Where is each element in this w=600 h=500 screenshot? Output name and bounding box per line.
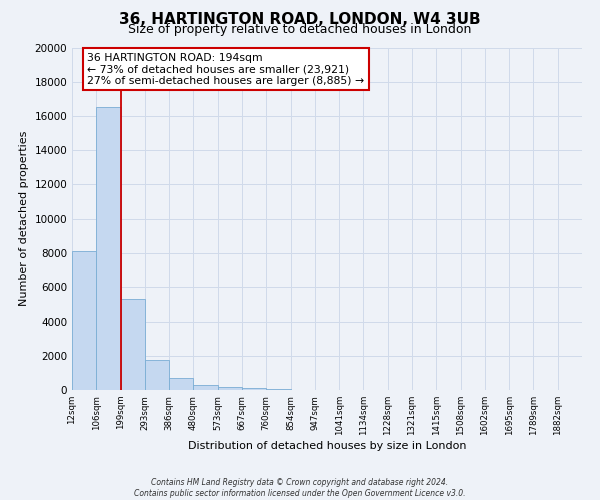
Bar [242, 388, 266, 390]
Bar [145, 360, 169, 390]
Y-axis label: Number of detached properties: Number of detached properties [19, 131, 29, 306]
Bar [169, 378, 193, 390]
Bar [193, 385, 218, 390]
Bar [218, 388, 242, 390]
Text: Size of property relative to detached houses in London: Size of property relative to detached ho… [128, 22, 472, 36]
Bar [266, 389, 290, 390]
Text: 36 HARTINGTON ROAD: 194sqm
← 73% of detached houses are smaller (23,921)
27% of : 36 HARTINGTON ROAD: 194sqm ← 73% of deta… [88, 52, 364, 86]
X-axis label: Distribution of detached houses by size in London: Distribution of detached houses by size … [188, 441, 466, 451]
Bar [72, 252, 96, 390]
Text: Contains HM Land Registry data © Crown copyright and database right 2024.
Contai: Contains HM Land Registry data © Crown c… [134, 478, 466, 498]
Text: 36, HARTINGTON ROAD, LONDON, W4 3UB: 36, HARTINGTON ROAD, LONDON, W4 3UB [119, 12, 481, 28]
Bar [121, 299, 145, 390]
Bar [96, 108, 121, 390]
